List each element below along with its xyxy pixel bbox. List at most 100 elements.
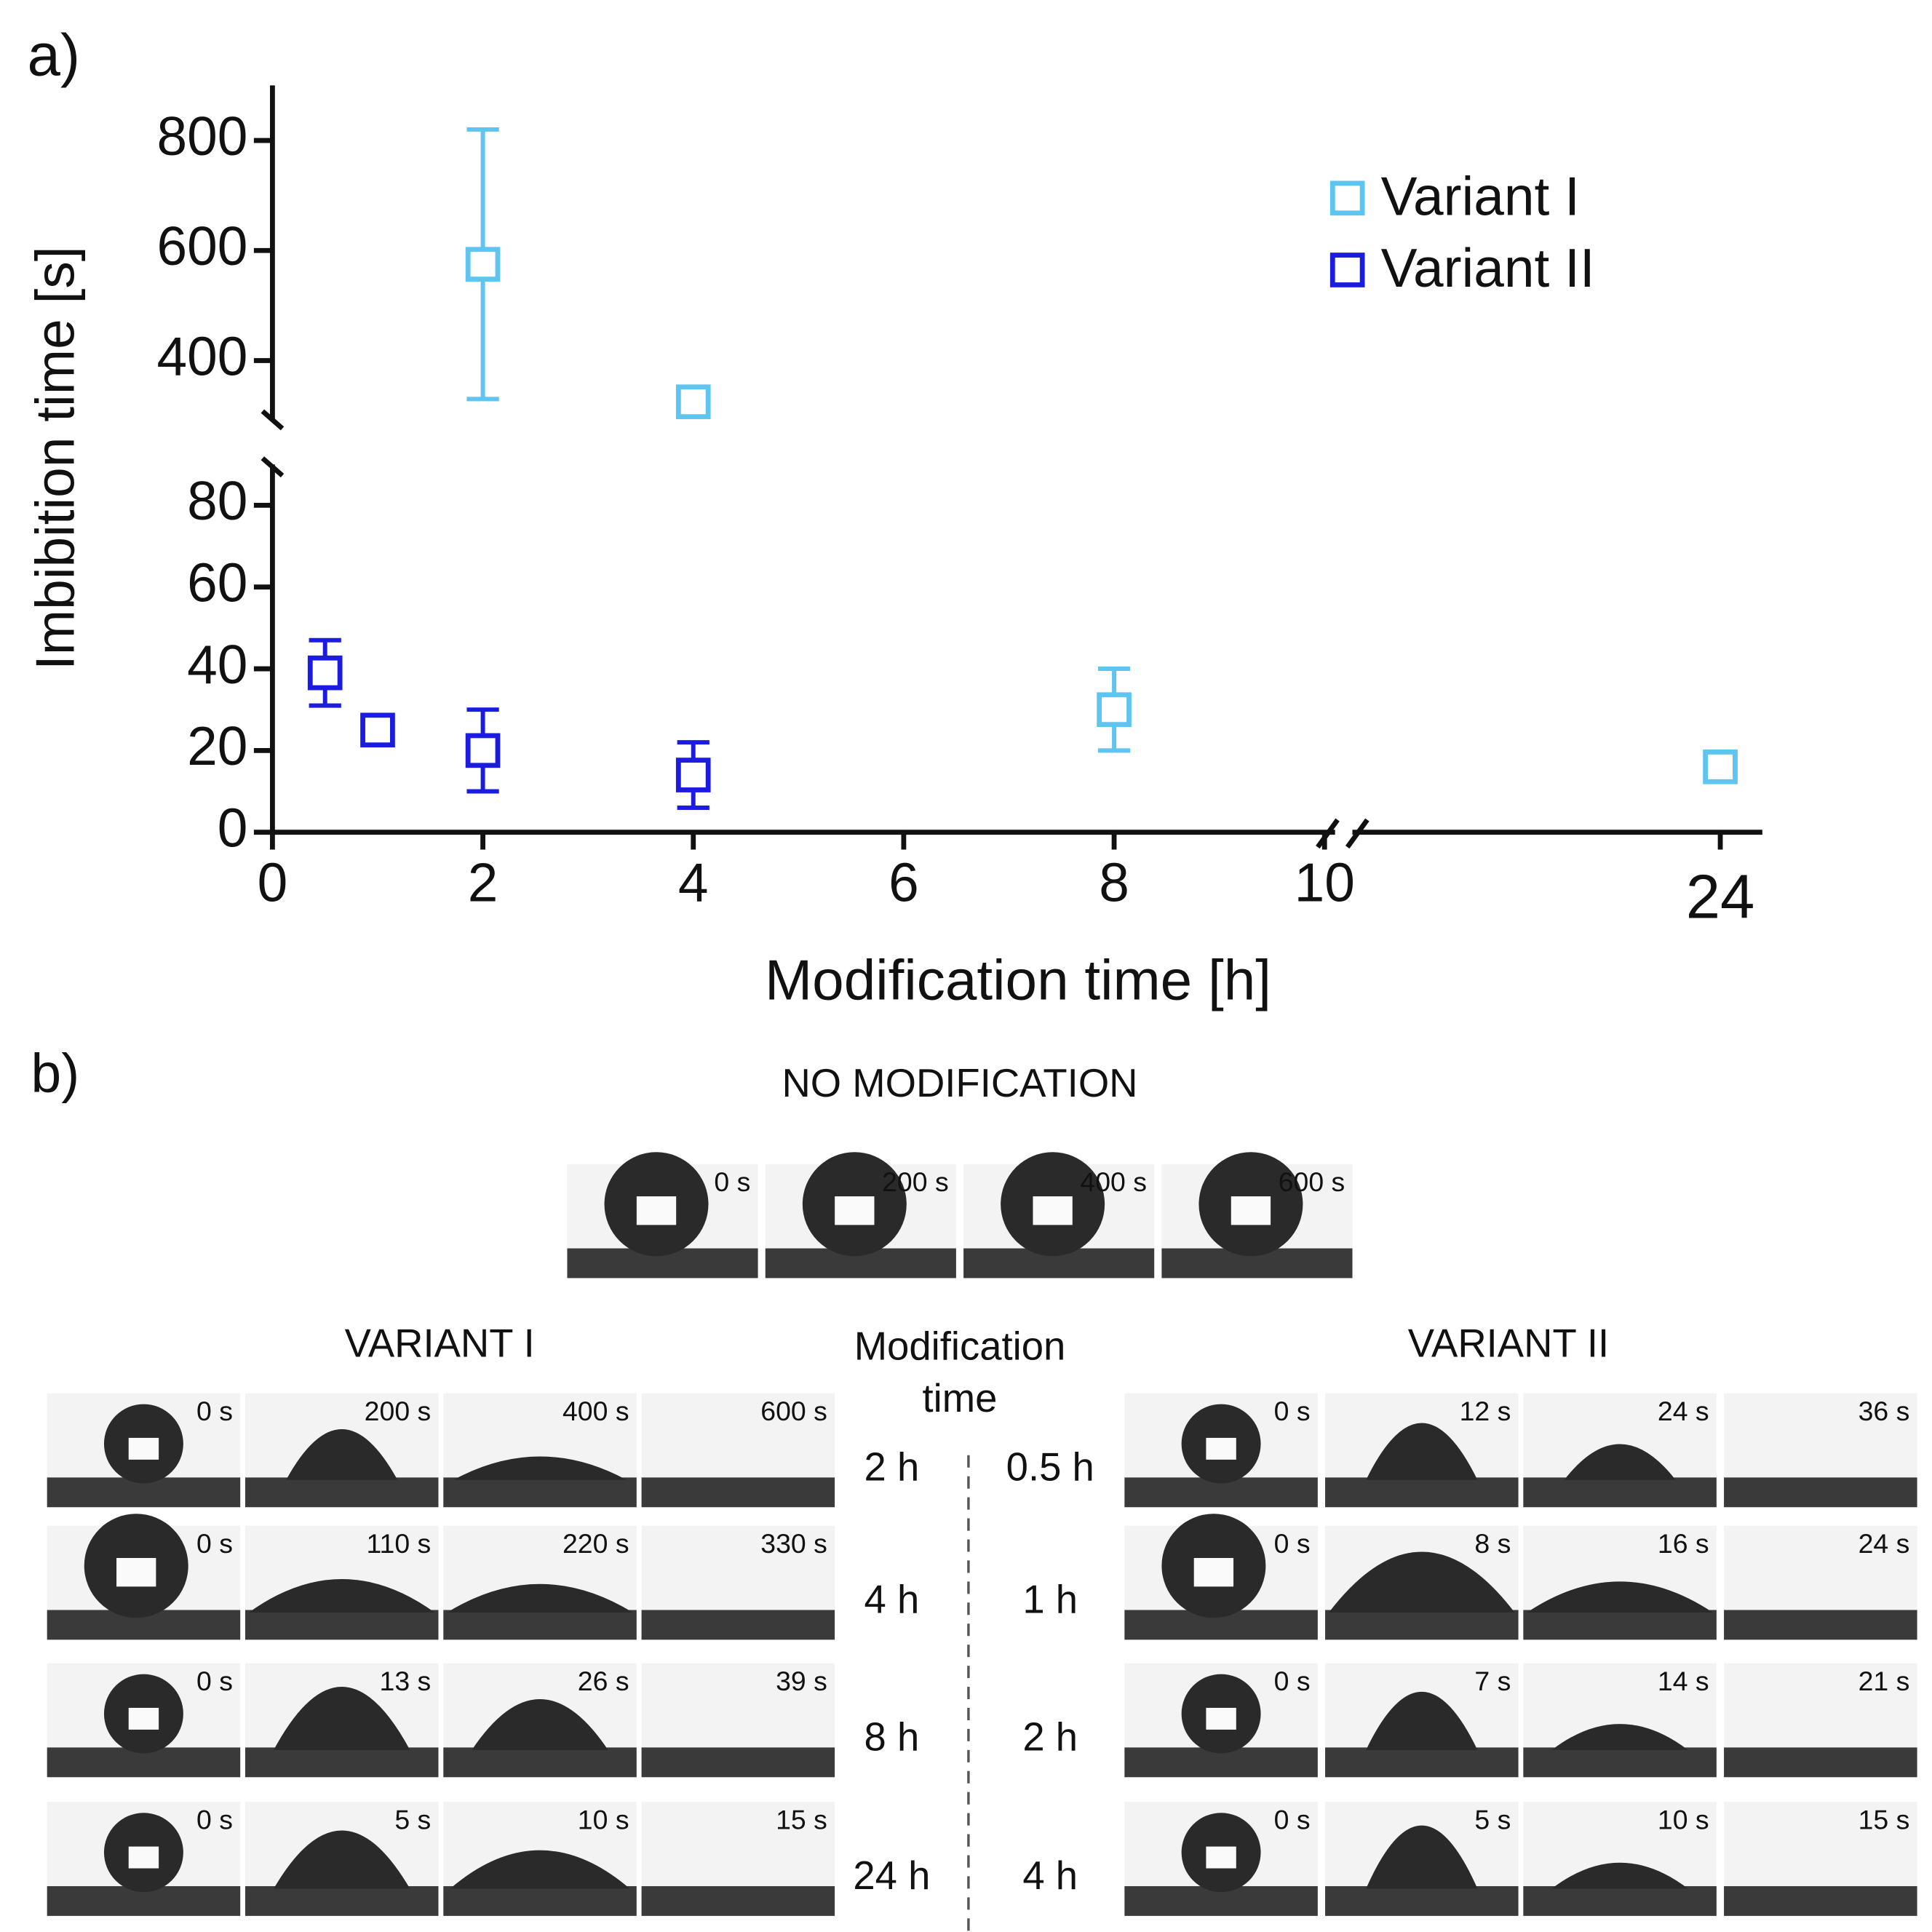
legend-label: Variant II	[1381, 237, 1595, 298]
droplet	[286, 1429, 398, 1480]
frame-time: 15 s	[1859, 1804, 1910, 1834]
frame-time: 39 s	[776, 1666, 827, 1696]
y-tick-label: 80	[187, 470, 247, 531]
substrate	[245, 1477, 439, 1508]
label-box: Modification time	[854, 1324, 1066, 1421]
data-point	[360, 712, 395, 748]
droplet	[274, 1830, 410, 1889]
substrate	[1724, 1610, 1917, 1640]
frame-time: 0 s	[1274, 1528, 1311, 1559]
x-tick-label: 0	[258, 851, 288, 913]
error-bar	[1097, 667, 1131, 753]
legend-swatch	[1329, 180, 1365, 216]
y-tick-label: 20	[187, 715, 247, 776]
substrate	[443, 1477, 637, 1508]
frame-time: 10 s	[1658, 1804, 1709, 1834]
row-time: 4 h	[864, 1578, 920, 1622]
x-tick-label: 6	[889, 851, 919, 913]
y-tick-label: 40	[187, 634, 247, 695]
frame-time: 24 s	[1859, 1528, 1910, 1559]
frame-time: 5 s	[1474, 1804, 1511, 1834]
legend-swatch	[1329, 253, 1365, 287]
droplet-highlight	[1206, 1846, 1236, 1869]
substrate	[245, 1747, 439, 1778]
droplet	[1551, 1724, 1688, 1750]
row-time: 24 h	[853, 1853, 930, 1898]
substrate	[1724, 1747, 1917, 1778]
droplet-highlight	[1193, 1558, 1234, 1587]
y-tick-label: 0	[218, 797, 248, 858]
data-point	[1097, 692, 1132, 728]
data-point	[675, 384, 711, 420]
droplet	[1329, 1551, 1515, 1613]
droplet	[249, 1578, 435, 1613]
x-tick-label: 2	[468, 851, 498, 913]
frame-time: 10 s	[578, 1804, 629, 1834]
data-point	[1703, 750, 1738, 784]
data-point	[465, 247, 501, 282]
droplet	[453, 1456, 627, 1480]
x-tick-label: 8	[1099, 851, 1129, 913]
modification-time-label: Modification time	[854, 1324, 1066, 1421]
section-title: VARIANT II	[1408, 1321, 1609, 1365]
frame-time: 16 s	[1658, 1528, 1709, 1559]
frame-time: 0 s	[196, 1396, 233, 1426]
frame-time: 400 s	[562, 1396, 629, 1426]
droplet-highlight	[1206, 1707, 1236, 1730]
substrate	[443, 1886, 637, 1916]
substrate	[1724, 1477, 1917, 1508]
frame-time: 8 s	[1474, 1528, 1511, 1559]
droplet	[447, 1583, 633, 1613]
substrate	[1523, 1747, 1717, 1778]
substrate	[1523, 1610, 1717, 1640]
y-tick-label: 800	[156, 106, 247, 167]
row-time: 0.5 h	[1006, 1445, 1094, 1490]
droplet-highlight	[1206, 1437, 1236, 1460]
x-tick-label: 4	[678, 851, 709, 913]
y-tick-label: 600	[156, 215, 247, 277]
frame-time: 24 s	[1658, 1396, 1709, 1426]
frame-time: 0 s	[714, 1166, 750, 1197]
frame-time: 200 s	[365, 1396, 432, 1426]
axis-break	[1345, 818, 1370, 849]
row-time: 8 h	[864, 1715, 920, 1760]
frame-time: 14 s	[1658, 1666, 1709, 1696]
section-title: VARIANT I	[345, 1321, 535, 1365]
substrate	[245, 1610, 439, 1640]
droplet-highlight	[116, 1558, 156, 1587]
frame-time: 220 s	[562, 1528, 629, 1559]
frame-time: 36 s	[1859, 1396, 1910, 1426]
frame-time: 110 s	[366, 1528, 431, 1559]
row-time: 2 h	[1022, 1715, 1078, 1760]
x-tick-label: 10	[1295, 851, 1355, 913]
frame-time: 15 s	[776, 1804, 827, 1834]
substrate	[641, 1477, 835, 1508]
frame-time: 12 s	[1460, 1396, 1511, 1426]
frame-time: 200 s	[882, 1166, 949, 1197]
substrate	[1523, 1477, 1717, 1508]
legend-label: Variant I	[1381, 165, 1580, 226]
data-point	[307, 655, 343, 691]
error-bar	[309, 637, 341, 708]
frame-time: 0 s	[196, 1666, 233, 1696]
frame-time: 600 s	[1279, 1166, 1345, 1197]
droplet-highlight	[128, 1707, 159, 1730]
substrate	[443, 1610, 637, 1640]
substrate	[1325, 1886, 1519, 1916]
substrate	[245, 1886, 439, 1916]
axis-break	[1316, 818, 1340, 849]
frame-time: 26 s	[578, 1666, 629, 1696]
frame-time: 0 s	[1274, 1804, 1311, 1834]
row-time: 1 h	[1022, 1578, 1078, 1622]
frame-time: 7 s	[1474, 1666, 1511, 1696]
substrate	[641, 1610, 835, 1640]
y-axis-label: Imbibition time [s]	[24, 246, 85, 670]
substrate	[1325, 1477, 1519, 1508]
droplet	[472, 1699, 608, 1750]
error-bar	[466, 127, 499, 402]
substrate	[641, 1886, 835, 1916]
frame-time: 330 s	[760, 1528, 827, 1559]
frame-time: 21 s	[1859, 1666, 1910, 1696]
